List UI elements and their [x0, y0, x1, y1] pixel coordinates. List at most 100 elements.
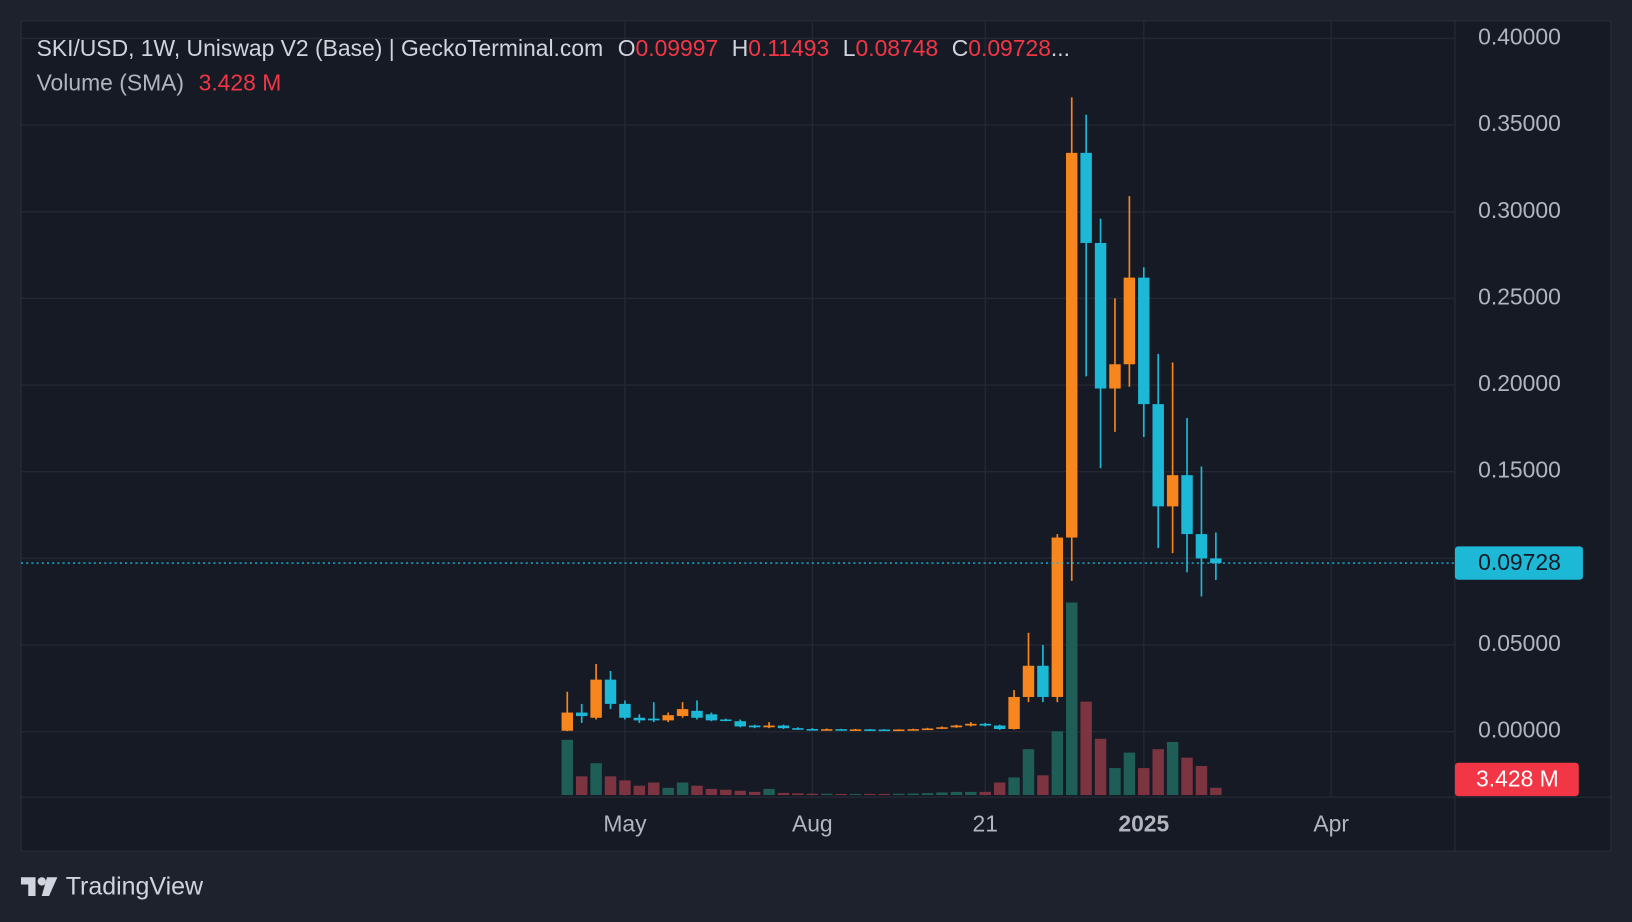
- volume-bar: [1037, 775, 1049, 796]
- candle-body: [662, 715, 674, 721]
- candle-body: [748, 725, 761, 728]
- volume-bar: [734, 790, 746, 796]
- volume-bar: [864, 793, 876, 796]
- axes: 0.00000 0.05000 0.15000 0.20000 0.25000 0.300…: [20, 24, 1583, 836]
- candle-body: [1109, 364, 1121, 389]
- volume-bar: [849, 793, 862, 796]
- candle-body: [575, 712, 588, 717]
- candle-body: [648, 718, 660, 721]
- volume-bar: [1138, 768, 1150, 796]
- volume-bar: [1008, 777, 1020, 796]
- candle-body: [720, 719, 732, 722]
- volume-bar: [575, 776, 588, 796]
- footer-logo: [20, 877, 58, 896]
- volume-bar: [748, 791, 761, 796]
- candle-body: [777, 725, 790, 729]
- candle-body: [1080, 152, 1092, 243]
- candle-body: [561, 712, 574, 731]
- candle-body: [1152, 404, 1164, 507]
- volume-bar: [691, 785, 703, 796]
- y-tick-label: 0.35000: [1478, 110, 1561, 136]
- volume-bar: [792, 793, 804, 796]
- candle-body: [806, 729, 819, 731]
- candle-body: [921, 728, 934, 731]
- logo-mark: [20, 877, 36, 896]
- volume-bar: [806, 793, 819, 796]
- volume-bar: [619, 780, 631, 796]
- y-tick-label: 0.00000: [1478, 717, 1561, 743]
- volume-bar: [1022, 749, 1035, 796]
- candle-body: [1051, 537, 1064, 697]
- candle-body: [1181, 475, 1193, 535]
- volume-bar: [907, 793, 919, 796]
- volume-bar: [965, 791, 977, 796]
- legend: SKI/USD, 1W, Uniswap V2 (Base) | GeckoTe…: [37, 35, 1070, 95]
- ohlc-value: 0.11493: [748, 35, 829, 61]
- volume-bar: [921, 793, 934, 796]
- volume-bar: [1195, 765, 1208, 796]
- ohlc-value: 0.09997: [635, 35, 718, 61]
- candle-body: [1210, 558, 1222, 564]
- volume-bar: [893, 793, 905, 796]
- candle-body: [604, 679, 617, 704]
- ohlc-key: C: [952, 35, 969, 61]
- ohlc-key: O: [618, 35, 636, 61]
- candle-body: [993, 725, 1006, 730]
- y-tick-label: 0.25000: [1478, 283, 1561, 309]
- chart-pane: [20, 20, 1612, 852]
- volume-bar: [633, 785, 646, 796]
- x-tick-label: Aug: [792, 810, 833, 836]
- volume-bar: [763, 788, 775, 796]
- volume-bar: [1166, 741, 1179, 796]
- volume-bar: [1181, 757, 1193, 796]
- ohlc-value: 0.09728: [968, 35, 1051, 61]
- volume-name: Volume (SMA): [37, 69, 184, 95]
- title-text: SKI/USD, 1W, Uniswap V2 (Base) | GeckoTe…: [37, 35, 604, 61]
- footer-brand: TradingView: [66, 872, 204, 900]
- volume-bar: [1066, 602, 1078, 796]
- candle-body: [1066, 152, 1078, 538]
- candles: [561, 97, 1222, 732]
- x-tick-label: 2025: [1118, 810, 1169, 836]
- candle-body: [979, 723, 991, 726]
- candle-body: [691, 710, 703, 718]
- candle-body: [878, 729, 891, 732]
- y-tick-label: 0.30000: [1478, 197, 1561, 223]
- volume-bar: [604, 776, 617, 796]
- volume-bar: [1152, 749, 1164, 796]
- candle-body: [1166, 475, 1179, 507]
- volume-bar: [835, 793, 847, 796]
- y-tick-label: 0.40000: [1478, 24, 1561, 50]
- candle-body: [590, 679, 602, 718]
- volume-bar: [1109, 768, 1121, 796]
- volume-bar: [936, 792, 948, 796]
- volume-legend: Volume (SMA) 3.428 M: [37, 69, 282, 95]
- candle-body: [950, 725, 963, 728]
- candle-body: [676, 709, 689, 717]
- y-tick-label: 0.20000: [1478, 370, 1561, 396]
- volume-bar: [993, 782, 1006, 796]
- volume-bar: [648, 782, 660, 796]
- volume-bar: [676, 782, 689, 796]
- candle-body: [792, 728, 804, 730]
- volume-value: 3.428 M: [199, 69, 282, 95]
- candle-body: [734, 721, 746, 727]
- volume-bar: [590, 763, 602, 796]
- candle-body: [619, 703, 631, 718]
- volume-pane: [561, 602, 1222, 796]
- candle-body: [849, 729, 862, 731]
- candle-body: [1008, 696, 1020, 730]
- volume-bar: [950, 791, 963, 796]
- volume-bar: [1094, 738, 1107, 796]
- x-tick-label: May: [603, 810, 647, 836]
- candle-body: [936, 727, 948, 729]
- last-price-badge: [1454, 546, 1583, 580]
- x-tick-label: Apr: [1313, 810, 1349, 836]
- volume-bar: [705, 788, 718, 796]
- candle-body: [1123, 277, 1136, 365]
- volume-badge-label: 3.428 M: [1476, 766, 1559, 792]
- volume-bar: [1123, 752, 1136, 796]
- logo-mark: [41, 877, 58, 896]
